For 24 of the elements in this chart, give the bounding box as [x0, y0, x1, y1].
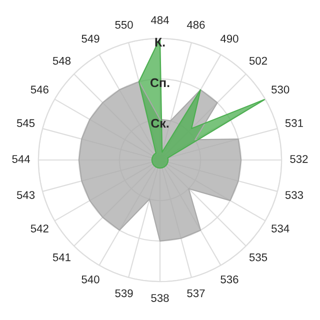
spoke-label: 544: [12, 155, 30, 163]
spoke-label: 542: [30, 224, 48, 232]
spoke-label: 532: [290, 155, 308, 163]
spoke-label: 533: [285, 191, 304, 199]
spoke-label: 545: [16, 119, 35, 128]
spoke-label: 548: [52, 56, 71, 65]
spoke-label: 490: [220, 34, 238, 43]
spoke-label: 550: [115, 20, 133, 29]
spoke-label: 484: [150, 16, 169, 24]
spoke-label: 530: [272, 86, 290, 94]
spoke-label: 486: [186, 20, 205, 29]
spoke-label: 543: [16, 191, 35, 199]
spoke-label: 534: [272, 224, 290, 232]
spoke-label: 541: [52, 253, 70, 262]
spoke-label: 538: [151, 294, 169, 302]
spoke-label: 535: [249, 253, 268, 262]
spoke-label: 536: [220, 275, 238, 284]
spoke-label: 549: [82, 34, 100, 43]
spoke-label: 531: [285, 119, 303, 128]
spoke-label: 539: [115, 289, 133, 298]
spoke-label: 546: [30, 86, 48, 94]
spoke-label: 537: [187, 289, 205, 298]
spoke-label: 540: [82, 275, 100, 284]
spoke-label: 502: [249, 56, 267, 65]
